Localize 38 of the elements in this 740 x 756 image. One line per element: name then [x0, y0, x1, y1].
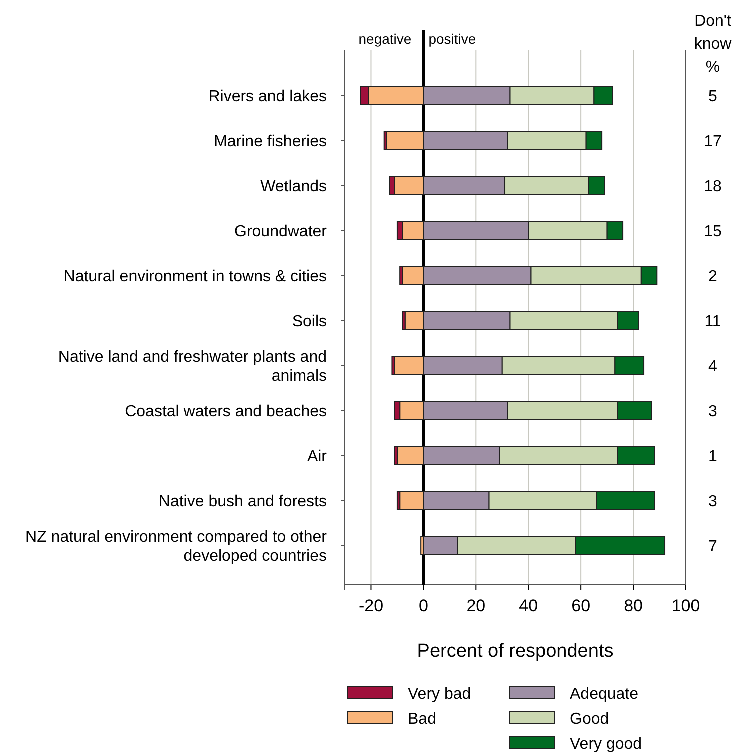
y-tick-label: Soils: [292, 314, 327, 330]
text: 4: [708, 358, 718, 376]
y-tick-label: Marine fisheries: [214, 134, 327, 150]
text: Don't know %: [694, 13, 732, 76]
text: 1: [708, 448, 718, 466]
text: 3: [708, 494, 718, 510]
text: 2: [708, 268, 718, 286]
y-tick-label: Coastal waters and beaches: [125, 404, 327, 420]
x-tick-label: 60: [572, 596, 591, 616]
legend-label: Adequate: [570, 686, 639, 703]
y-tick-label: Native land and freshwater plants and animals: [58, 349, 327, 385]
text: 15: [704, 224, 722, 240]
legend-label: Good: [570, 711, 610, 728]
text: negative: [358, 31, 412, 47]
x-axis-title: Percent of respondents: [417, 641, 614, 662]
x-tick-label: 80: [624, 596, 643, 616]
y-tick-label: Native bush and forests: [158, 494, 327, 510]
y-tick-label: NZ natural environment compared to other developed countries: [26, 529, 328, 565]
y-tick-label: Air: [307, 448, 328, 466]
text: 17: [704, 134, 722, 150]
y-tick-label: Groundwater: [234, 224, 328, 240]
y-tick-label: Rivers and lakes: [208, 88, 327, 106]
text: 3: [708, 404, 718, 420]
x-tick-label: 100: [672, 596, 700, 616]
x-tick-label: 40: [519, 596, 538, 616]
x-tick-label: 0: [418, 596, 428, 616]
text: 11: [704, 314, 722, 330]
legend-label: Bad: [408, 711, 436, 728]
x-tick-label: 20: [466, 596, 486, 616]
y-tick-label: Natural environment in towns & cities: [64, 268, 327, 286]
text: 7: [708, 538, 718, 556]
x-tick-label: -20: [358, 596, 384, 616]
legend-label: Very good: [570, 736, 642, 753]
text: positive: [428, 31, 476, 47]
text: 18: [704, 178, 722, 196]
y-tick-label: Wetlands: [260, 178, 327, 196]
text: 5: [708, 88, 718, 106]
legend-label: Very bad: [408, 686, 472, 703]
